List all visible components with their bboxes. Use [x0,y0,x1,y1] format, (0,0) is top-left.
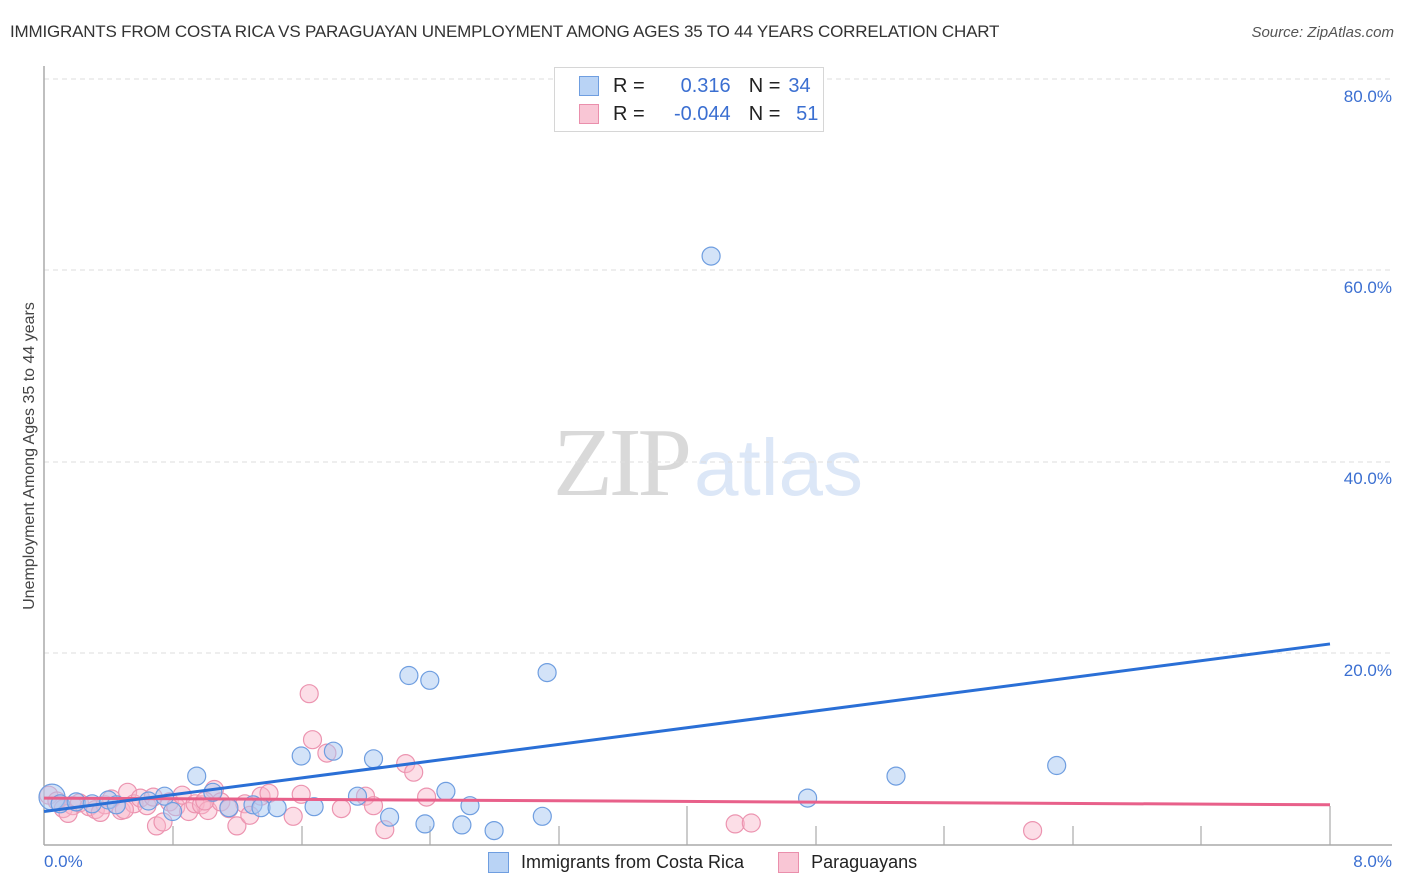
data-point [1022,820,1043,841]
blue-swatch-icon [579,76,599,96]
r-value: 0.316 [680,74,731,97]
zipatlas-watermark: ZIPatlas [553,405,863,519]
n-label: N = [748,74,781,97]
gridlines [44,78,1392,654]
data-point [741,813,761,833]
data-point [251,798,271,818]
data-point [417,787,437,807]
chart-title: IMMIGRANTS FROM COSTA RICA VS PARAGUAYAN… [10,22,1000,41]
stats-legend: R = 0.316 N = 34 R = -0.044 N = 51 [554,67,824,132]
data-point [484,820,504,841]
data-point [420,670,440,690]
blue-swatch-icon [488,852,509,873]
x-tick-0: 0.0% [44,852,83,871]
y-tick-60: 60.0% [1343,278,1392,297]
legend-item-paraguayans[interactable]: Paraguayans [778,852,917,873]
paraguayans-trendline [43,796,1331,807]
data-point [227,816,247,836]
data-point [537,662,557,683]
n-label: N = [748,102,781,125]
data-point [163,801,183,822]
data-point [331,798,351,819]
y-tick-40: 40.0% [1343,469,1392,488]
stats-row-costa-rica: R = 0.316 N = 34 [579,73,818,99]
data-point [299,684,319,704]
data-point [302,730,323,750]
pink-swatch-icon [579,104,599,124]
data-point [291,746,311,766]
r-label: R = [613,74,645,97]
data-point [267,798,287,818]
x-tick-8: 8.0% [1353,852,1392,871]
data-point [187,766,207,786]
costa-rica-points [38,246,1067,841]
axes [43,66,1392,846]
y-axis-label: Unemployment Among Ages 35 to 44 years [21,302,38,610]
legend-item-costa-rica[interactable]: Immigrants from Costa Rica [488,852,744,873]
legend-label: Immigrants from Costa Rica [521,852,745,872]
data-point [1047,755,1067,776]
data-point [363,749,384,769]
n-value: 34 [788,74,811,97]
source-attribution: Source: ZipAtlas.com [1251,24,1394,41]
data-point [138,791,159,811]
n-value: 51 [796,102,819,125]
y-tick-20: 20.0% [1343,661,1392,680]
legend-label: Paraguayans [811,852,918,872]
watermark-zip: ZIP [553,409,692,517]
data-point [436,781,456,802]
data-point [452,815,472,835]
data-point [725,814,745,834]
stats-row-paraguayans: R = -0.044 N = 51 [579,101,818,127]
r-label: R = [613,102,645,125]
data-point [404,762,424,782]
costa-rica-trendline [43,642,1331,813]
data-point [380,807,400,827]
data-point [701,246,721,266]
data-point [532,806,552,826]
y-tick-80: 80.0% [1343,87,1392,106]
series-legend: Immigrants from Costa Rica Paraguayans [488,852,951,873]
data-point [886,766,906,786]
data-point [797,788,818,808]
data-point [304,797,324,817]
data-point [399,665,419,686]
data-point [219,798,239,818]
data-point [347,786,368,806]
data-point [415,814,435,834]
data-point [323,741,343,761]
r-value: -0.044 [673,102,731,125]
watermark-atlas: atlas [694,423,863,512]
pink-swatch-icon [778,852,800,873]
data-point [283,806,303,826]
